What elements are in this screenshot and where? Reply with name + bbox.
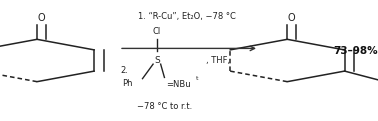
Text: O: O <box>288 13 295 23</box>
Text: =NBu: =NBu <box>166 80 191 89</box>
Text: Cl: Cl <box>153 27 161 36</box>
Text: 2.: 2. <box>120 66 128 75</box>
Text: , THF,: , THF, <box>206 56 230 65</box>
Text: −78 °C to r.t.: −78 °C to r.t. <box>137 102 192 111</box>
Text: S: S <box>154 56 160 65</box>
Text: 73–98%: 73–98% <box>333 46 378 56</box>
Text: O: O <box>37 13 45 23</box>
Text: t: t <box>196 76 199 81</box>
Text: 1. “R-Cu”, Et₂O, −78 °C: 1. “R-Cu”, Et₂O, −78 °C <box>138 12 236 21</box>
Text: Ph: Ph <box>122 79 133 88</box>
